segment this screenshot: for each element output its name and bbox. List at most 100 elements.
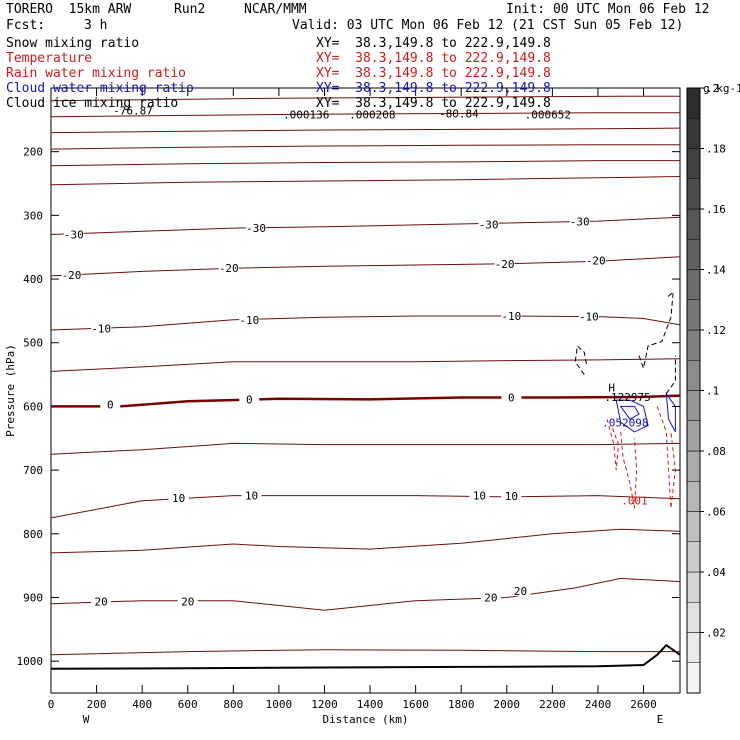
- isotherm-label-bg: [168, 491, 189, 504]
- isotherm-label: -20: [219, 262, 239, 275]
- colorbar-tick-label: .14: [706, 264, 726, 277]
- colorbar-tick-label: .06: [706, 506, 726, 519]
- xy-cloud-ice: XY= 38.3,149.8 to 222.9,149.8: [316, 96, 551, 111]
- isotherm-label-bg: [100, 397, 121, 410]
- colorbar-tick-label: .12: [706, 324, 726, 337]
- valid-time: Valid: 03 UTC Mon 06 Feb 12 (21 CST Sun …: [292, 18, 684, 33]
- plot-frame: [50, 87, 681, 694]
- isotherm-label-bg: [501, 390, 522, 403]
- field-rain: Rain water mixing ratio: [6, 66, 187, 81]
- cloud-water-contour: [665, 391, 676, 433]
- isotherm-label: 10: [245, 490, 258, 503]
- y-tick-label: 700: [23, 464, 43, 477]
- axes: 0 200 400 600 800 1000 1200 1400 1600 1800 2000 220…: [4, 87, 681, 726]
- temperature-contours: -30 -30 -30 -30 -20 -20 -20 -20 -10 -10 -10 -10 0 0 0 1…: [50, 95, 681, 656]
- isotherm-line: [50, 442, 681, 455]
- y-axis-label: Pressure (hPa): [4, 344, 17, 437]
- isotherm-label: 20: [181, 595, 194, 608]
- x-tick-label: 1400: [357, 698, 384, 711]
- colorbar-cell: [686, 118, 701, 149]
- x-tick-label: 1200: [311, 698, 338, 711]
- isotherm-label-bg: [61, 268, 82, 281]
- y-tick-label: 900: [23, 591, 43, 604]
- xy-snow: XY= 38.3,149.8 to 222.9,149.8: [316, 36, 551, 51]
- y-tick-label: 500: [23, 337, 43, 350]
- isotherm-label: -20: [586, 255, 606, 268]
- colorbar-cell: [686, 632, 701, 663]
- isotherm-label: 0: [246, 393, 253, 406]
- point-label: .001: [621, 495, 648, 508]
- field-cloud-ice: Cloud ice mixing ratio: [6, 96, 179, 111]
- colorbar-cell: [686, 481, 701, 512]
- isotherm-label: -20: [62, 269, 82, 282]
- point-label: .122975: [604, 391, 650, 404]
- isotherm-label: -30: [570, 216, 590, 229]
- point-label: .052098: [602, 416, 648, 429]
- x-tick-label: 2400: [585, 698, 612, 711]
- x-tick-label: 1600: [402, 698, 429, 711]
- isotherm-line: [50, 95, 680, 102]
- colorbar-cell: [686, 269, 701, 300]
- isotherm-label-bg: [91, 321, 112, 334]
- cloud-water-contour: [615, 399, 649, 433]
- top-annotation: .000136: [283, 109, 329, 122]
- isotherm-label: -20: [495, 258, 515, 271]
- colorbar-cell: [686, 511, 701, 542]
- xy-cloud-water: XY= 38.3,149.8 to 222.9,149.8: [316, 81, 551, 96]
- isotherm-label-bg: [501, 489, 522, 502]
- isotherm-label: -10: [91, 323, 111, 336]
- colorbar-cell: [686, 208, 701, 240]
- isotherm-label: 0: [107, 399, 114, 412]
- colorbar-cell: [686, 450, 701, 482]
- colorbar-cell: [686, 239, 701, 270]
- y-tick-label: 1000: [17, 655, 44, 668]
- colorbar-tick-label: .1: [706, 385, 719, 398]
- isotherm-label-bg: [218, 261, 239, 274]
- isotherm-label-bg: [241, 488, 262, 501]
- y-tick-label: 600: [23, 400, 43, 413]
- isotherm-label-bg: [585, 253, 606, 266]
- isotherm-label-bg: [569, 214, 590, 227]
- isotherm-label: 20: [484, 591, 497, 604]
- colorbar-cell: [686, 541, 701, 573]
- xy-temperature: XY= 38.3,149.8 to 222.9,149.8: [316, 51, 551, 66]
- isotherm-label-bg: [469, 488, 490, 501]
- y-tick-label: 800: [23, 528, 43, 541]
- colorbar: .02 .04 .06 .08 .1 .12 .14 .16 .18 .2g kg-1: [686, 82, 740, 694]
- isotherm-label: 10: [505, 490, 518, 503]
- isotherm-label-bg: [501, 308, 522, 321]
- x-tick-label: 2600: [630, 698, 657, 711]
- terrain-line: [50, 643, 681, 670]
- top-annotation: -80.84: [439, 107, 479, 120]
- isotherm-label: -30: [479, 218, 499, 231]
- ice-contour: [574, 344, 588, 375]
- isotherm-line: [50, 528, 681, 554]
- colorbar-cell: [686, 329, 701, 361]
- colorbar-tick-label: .2: [706, 82, 719, 95]
- x-tick-label: 1000: [266, 698, 293, 711]
- isotherm-label-bg: [478, 217, 499, 230]
- colorbar-tick-label: .04: [706, 566, 726, 579]
- colorbar-tick-label: .18: [706, 143, 726, 156]
- colorbar-cell: [686, 178, 701, 210]
- point-label: H: [608, 381, 615, 394]
- colorbar-cell: [686, 87, 701, 119]
- field-cloud-water: Cloud water mixing ratio: [6, 81, 194, 96]
- isotherm-label: -30: [246, 222, 266, 235]
- isotherm-line: [50, 495, 681, 519]
- field-temperature: Temperature: [6, 51, 93, 66]
- isotherm-line: [50, 127, 681, 134]
- ice-contour: [665, 355, 676, 394]
- x-tick-label: 600: [178, 698, 198, 711]
- isotherm-label-bg: [246, 221, 267, 234]
- y-tick-label: 400: [23, 273, 43, 286]
- cloud-water-contour: [619, 405, 640, 420]
- colorbar-unit: g kg-1: [703, 82, 740, 95]
- top-annotation: -76.87: [113, 104, 153, 117]
- rain-contour: [620, 431, 638, 509]
- fcst-value: 3 h: [84, 18, 108, 33]
- colorbar-cell: [686, 420, 701, 452]
- ice-contour: [638, 290, 674, 371]
- init-time: Init: 00 UTC Mon 06 Feb 12: [506, 2, 710, 17]
